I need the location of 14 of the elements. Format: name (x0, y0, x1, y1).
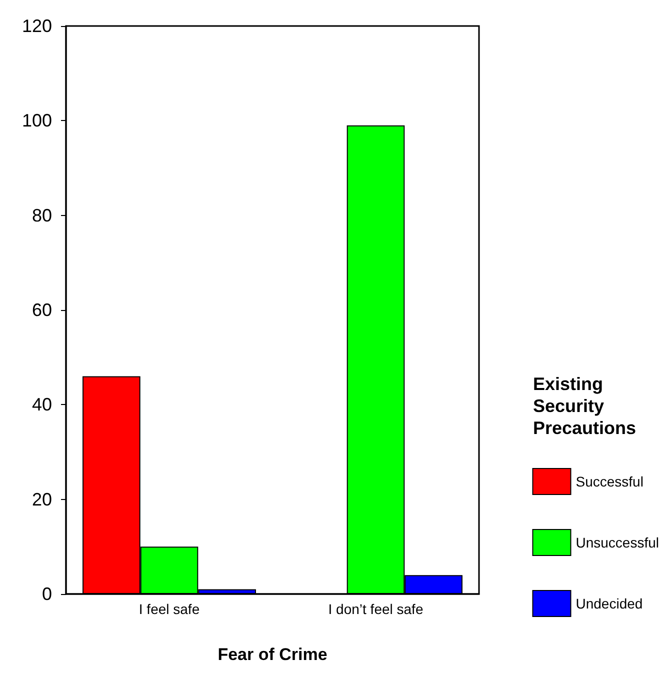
y-tick-label: 60 (32, 300, 52, 320)
legend-label: Unsuccessful (576, 534, 660, 550)
x-tick-label: I feel safe (138, 601, 200, 617)
x-axis-title: Fear of Crime (218, 645, 328, 664)
y-tick-label: 100 (22, 110, 52, 131)
y-tick-label: 0 (42, 584, 52, 604)
legend-label: Undecided (576, 596, 643, 612)
y-tick-label: 120 (22, 16, 52, 36)
legend-title: Existing Security Precautions (532, 374, 636, 438)
y-tick-label: 80 (32, 205, 52, 226)
legend-label: Successful (576, 474, 644, 490)
y-tick-label: 20 (32, 489, 52, 510)
x-tick-label: I don’t feel safe (328, 601, 424, 617)
y-tick-label: 40 (32, 394, 52, 415)
